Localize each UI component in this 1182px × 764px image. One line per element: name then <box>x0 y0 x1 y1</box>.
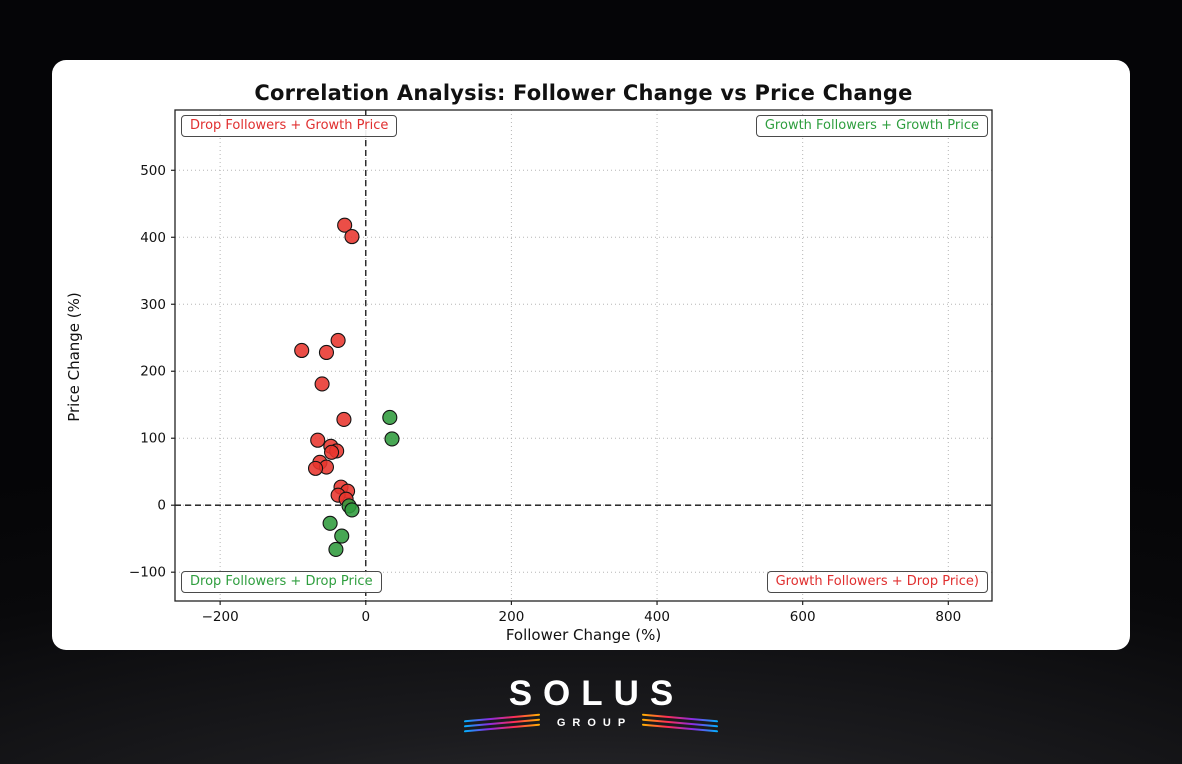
svg-text:400: 400 <box>644 609 670 625</box>
quadrant-label-bottom-right: Growth Followers + Drop Price) <box>766 571 988 593</box>
chart-title: Correlation Analysis: Follower Change vs… <box>254 81 913 105</box>
brand-stripes-right-icon <box>642 713 719 733</box>
svg-text:500: 500 <box>140 163 166 179</box>
svg-text:400: 400 <box>140 230 166 246</box>
svg-text:−200: −200 <box>202 609 239 625</box>
svg-text:200: 200 <box>499 609 525 625</box>
svg-text:300: 300 <box>140 297 166 313</box>
svg-text:0: 0 <box>361 609 370 625</box>
quadrant-label-top-right: Growth Followers + Growth Price <box>755 115 988 137</box>
y-axis-label: Price Change (%) <box>65 292 83 422</box>
brand-sub-row: GROUP <box>463 713 719 733</box>
quadrant-label-bottom-left: Drop Followers + Drop Price <box>181 571 382 593</box>
svg-text:200: 200 <box>140 364 166 380</box>
svg-text:0: 0 <box>157 498 166 514</box>
svg-text:100: 100 <box>140 431 166 447</box>
brand-logo: SOLUS GROUP <box>0 674 1182 733</box>
svg-text:−100: −100 <box>129 565 166 581</box>
x-axis-label: Follower Change (%) <box>505 626 662 644</box>
svg-text:600: 600 <box>790 609 816 625</box>
chart-svg: −200 0 200 400 600 800 −100 0 100 200 300 400 500 <box>129 109 993 625</box>
chart-card: Correlation Analysis: Follower Change vs… <box>52 60 1130 650</box>
brand-stripes-left-icon <box>463 713 540 733</box>
quadrant-label-top-left: Drop Followers + Growth Price <box>181 115 398 137</box>
brand-subtitle: GROUP <box>556 717 633 729</box>
svg-text:800: 800 <box>935 609 961 625</box>
brand-name: SOLUS <box>508 674 685 713</box>
